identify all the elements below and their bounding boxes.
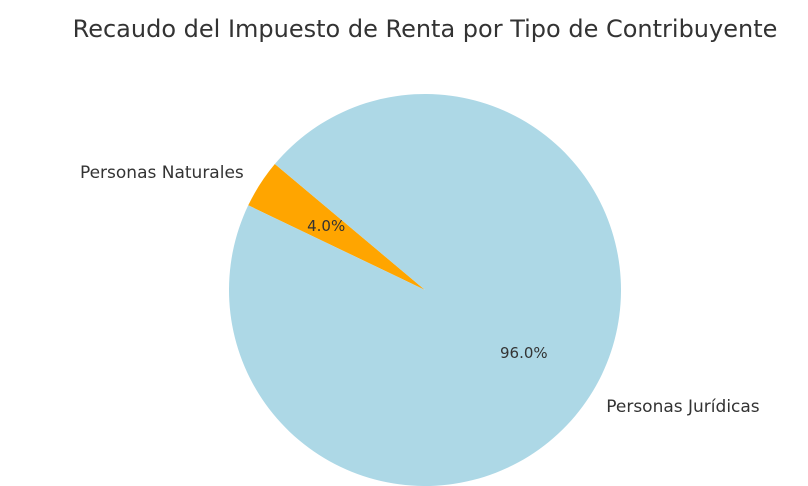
value-label: 4.0% [307, 217, 345, 235]
value-label: 96.0% [500, 344, 548, 362]
pie-slice [248, 164, 425, 290]
chart-title: Recaudo del Impuesto de Renta por Tipo d… [73, 15, 778, 43]
slice-label: Personas Jurídicas [606, 397, 760, 417]
pie-slice [229, 93, 622, 486]
slice-label: Personas Naturales [80, 163, 244, 183]
